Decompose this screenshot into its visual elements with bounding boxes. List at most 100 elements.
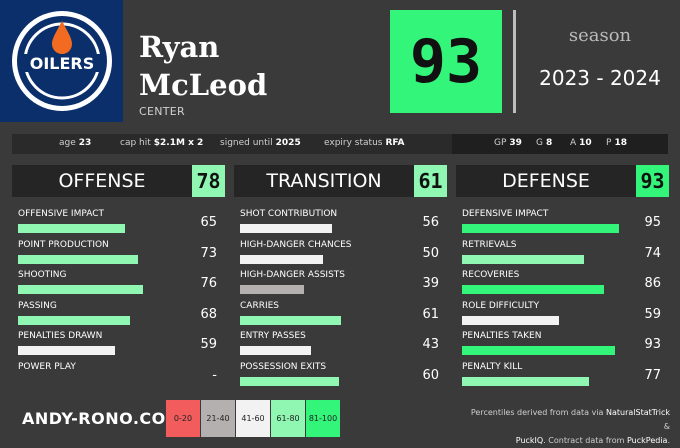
panel-header: DEFENSE 93 — [456, 165, 669, 197]
transition-panel: TRANSITION 61 SHOT CONTRIBUTION 56 HIGH-DA… — [234, 165, 447, 390]
site-brand: ANDY-RONO.COM — [22, 409, 183, 428]
metric-row: POSSESSION EXITS 60 — [240, 362, 447, 392]
signed-until-info: signed until 2025 — [220, 138, 301, 148]
panel-score: 78 — [192, 165, 225, 197]
metric-bar — [18, 285, 144, 294]
metric-bar — [240, 254, 323, 264]
metric-row: RETRIEVALS 74 — [462, 240, 669, 270]
gp-stat: GP 39 — [494, 138, 522, 148]
metric-value: 73 — [200, 245, 217, 261]
metric-bar — [18, 224, 126, 233]
metric-row: HIGH-DANGER CHANCES 50 — [240, 240, 447, 270]
metric-bar — [240, 346, 311, 355]
metric-label: POSSESSION EXITS — [240, 361, 327, 372]
metric-row: DEFENSIVE IMPACT 95 — [462, 209, 669, 239]
panel-title: OFFENSE — [58, 170, 146, 192]
legend-swatch: 0-20 — [166, 400, 200, 437]
metric-row: PASSING 68 — [18, 301, 225, 331]
metric-row: OFFENSIVE IMPACT 65 — [18, 209, 225, 239]
panel-title: DEFENSE — [502, 170, 590, 192]
metric-bar — [18, 254, 139, 264]
player-first-name: Ryan — [139, 30, 220, 64]
metric-label: PASSING — [18, 300, 57, 311]
metric-value: 59 — [200, 337, 217, 352]
metric-bar — [462, 376, 590, 386]
metric-row: SHOT CONTRIBUTION 56 — [240, 209, 447, 239]
panel-score: 61 — [414, 165, 447, 197]
metric-value: 43 — [422, 337, 439, 352]
metric-row: PENALTIES DRAWN 59 — [18, 331, 225, 361]
metric-value: 95 — [644, 215, 661, 230]
metric-row: PENALTY KILL 77 — [462, 362, 669, 392]
info-bar: age 23 cap hit $2.1M x 2 signed until 2025 … — [12, 134, 668, 154]
metric-value: 93 — [644, 337, 661, 352]
metric-value: 50 — [422, 245, 439, 261]
metric-label: ENTRY PASSES — [240, 331, 306, 341]
metric-bar — [240, 315, 341, 325]
metric-value: 74 — [644, 245, 661, 261]
legend-swatch: 61-80 — [271, 400, 305, 437]
metric-label: ROLE DIFFICULTY — [462, 300, 540, 311]
panel-score: 93 — [636, 165, 669, 197]
metric-bar — [462, 315, 560, 325]
metric-value: 77 — [644, 367, 661, 383]
metric-value: 56 — [422, 215, 439, 230]
metric-row: ROLE DIFFICULTY 59 — [462, 301, 669, 331]
metric-bar — [240, 285, 305, 294]
metric-bar — [462, 285, 604, 294]
metric-value: 61 — [422, 306, 439, 322]
metric-label: CARRIES — [240, 300, 280, 311]
metric-label: PENALTIES TAKEN — [462, 331, 542, 341]
player-last-name: McLeod — [139, 68, 268, 102]
metric-value: 76 — [200, 276, 217, 291]
metric-row: CARRIES 61 — [240, 301, 447, 331]
metric-row: PENALTIES TAKEN 93 — [462, 331, 669, 361]
data-source-note: Percentiles derived from data via Natura… — [470, 408, 670, 445]
season-value: 2023 - 2024 — [539, 66, 661, 90]
panel-title: TRANSITION — [266, 170, 382, 192]
legend-swatch: 21-40 — [201, 400, 235, 437]
metric-value: 60 — [422, 367, 439, 383]
metric-label: HIGH-DANGER CHANCES — [240, 239, 352, 250]
metric-bar — [240, 376, 339, 386]
season-label: season — [568, 25, 632, 46]
offense-panel: OFFENSE 78 OFFENSIVE IMPACT 65 POINT PRODU… — [12, 165, 225, 390]
metric-bar — [18, 315, 131, 325]
metric-value: 59 — [644, 306, 661, 322]
metric-label: RECOVERIES — [462, 270, 520, 280]
metric-value: 68 — [200, 306, 217, 322]
legend-swatch: 41-60 — [236, 400, 270, 437]
metric-value: - — [212, 367, 217, 383]
metric-label: DEFENSIVE IMPACT — [462, 209, 549, 219]
team-logo: OILERS — [0, 0, 123, 122]
metric-bar — [462, 346, 616, 355]
metric-label: POINT PRODUCTION — [18, 239, 109, 250]
expiry-status-info: expiry status RFA — [324, 138, 405, 148]
metric-label: PENALTY KILL — [462, 361, 523, 372]
metric-label: PENALTIES DRAWN — [18, 331, 103, 341]
cap-hit-info: cap hit $2.1M x 2 — [120, 138, 204, 148]
divider — [513, 10, 516, 113]
metric-label: SHOT CONTRIBUTION — [240, 209, 338, 219]
metric-label: OFFENSIVE IMPACT — [18, 209, 104, 219]
metric-row: SHOOTING 76 — [18, 270, 225, 300]
metric-value: 86 — [644, 276, 661, 291]
panel-header: TRANSITION 61 — [234, 165, 447, 197]
metric-value: 65 — [200, 215, 217, 230]
metric-label: POWER PLAY — [18, 361, 76, 372]
metric-bar — [18, 346, 116, 355]
metric-label: HIGH-DANGER ASSISTS — [240, 270, 346, 280]
player-name: Ryan McLeod — [139, 28, 267, 104]
metric-row: RECOVERIES 86 — [462, 270, 669, 300]
metric-bar — [462, 224, 619, 233]
player-position: CENTER — [139, 105, 185, 118]
metric-value: 39 — [422, 276, 439, 291]
legend-swatch: 81-100 — [306, 400, 340, 437]
oilers-logo-icon: OILERS — [11, 11, 112, 111]
metric-row: POINT PRODUCTION 73 — [18, 240, 225, 270]
metric-row: HIGH-DANGER ASSISTS 39 — [240, 270, 447, 300]
age-info: age 23 — [59, 138, 92, 148]
svg-text:OILERS: OILERS — [29, 54, 94, 73]
